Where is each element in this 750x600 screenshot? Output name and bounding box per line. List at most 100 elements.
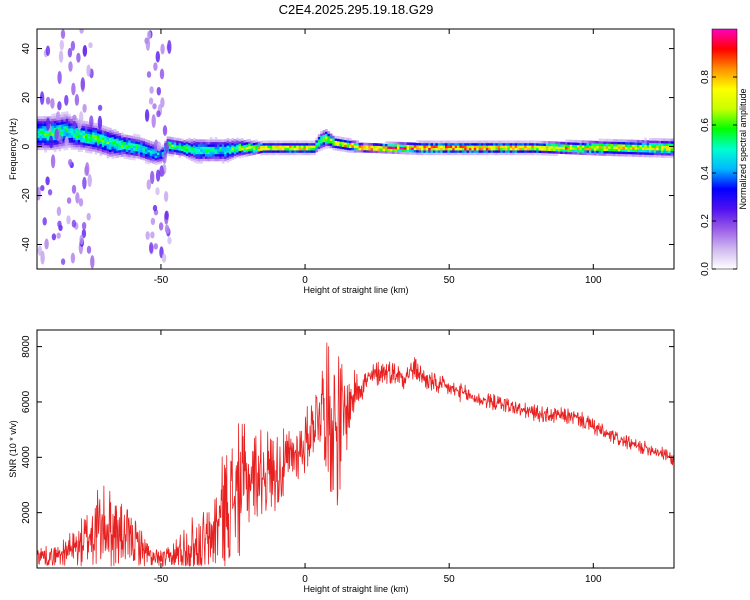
spectrogram-cell [481, 152, 484, 156]
spectrogram-cell [37, 125, 40, 129]
spectrogram-cell [173, 137, 177, 141]
spectrogram-cell [85, 147, 88, 151]
spectrogram-cell [394, 148, 398, 152]
spectrogram-cell [411, 149, 415, 153]
spectrogram-cell [281, 147, 285, 151]
spectrogram-cell [291, 150, 295, 153]
spectrogram-cell [478, 152, 482, 156]
spectrogram-cell [70, 128, 74, 131]
spectrogram-cell [337, 148, 340, 151]
spectrogram-cell [416, 140, 419, 143]
spectrogram-cell [243, 152, 247, 155]
spectrogram-cell [58, 148, 62, 152]
spectrogram-cell [519, 140, 523, 144]
spectrogram-cell [209, 144, 213, 147]
spectrogram-cell [85, 121, 88, 124]
spectrogram-cell [97, 145, 100, 148]
spectrogram-cell [409, 147, 412, 150]
spectrogram-cell [428, 140, 431, 144]
spectrogram-cell [116, 135, 119, 139]
spectrogram-cell [507, 152, 511, 156]
spectrogram-cell [514, 142, 518, 146]
spectrogram-cell [46, 130, 50, 134]
spectrogram-cell [557, 141, 561, 145]
spectrogram-cell [550, 153, 554, 156]
spectrogram-cell [495, 142, 499, 146]
spectrogram-cell [56, 206, 62, 217]
spectrogram-cell [101, 142, 105, 145]
spectrogram-cell [358, 142, 362, 146]
spectrogram-cell [231, 154, 235, 158]
spectrogram-cell [341, 146, 345, 150]
spectrogram-cell [284, 147, 287, 151]
spectrogram-cell [651, 154, 655, 158]
spectrogram-cell [75, 135, 79, 138]
spectrogram-cell [473, 145, 477, 148]
spectrogram-plot-frame [36, 28, 675, 270]
spectrogram-cell [243, 149, 247, 153]
spectrogram-cell [214, 156, 218, 159]
spectrogram-cell [272, 145, 275, 148]
spectrogram-cell [485, 140, 489, 144]
spectrogram-cell [224, 151, 227, 155]
spectrogram-cell [358, 147, 362, 151]
spectrogram-y-tick-label: -40 [21, 237, 32, 252]
spectrogram-cell [569, 142, 573, 145]
spectrogram-cell [418, 145, 422, 148]
spectrogram-cell [77, 130, 81, 133]
spectrogram-cell [512, 140, 515, 144]
spectrogram-cell [149, 148, 153, 151]
spectrogram-cell [584, 142, 587, 146]
spectrogram-cell [469, 150, 472, 153]
spectrogram-cell [440, 147, 443, 151]
spectrogram-cell [531, 147, 535, 151]
spectrogram-cell [493, 147, 496, 151]
spectrogram-cell [265, 140, 268, 144]
spectrogram-cell [54, 128, 59, 141]
spectrogram-cell [519, 142, 523, 146]
spectrogram-cell [392, 146, 395, 150]
spectrogram-cell [409, 142, 412, 146]
spectrogram-cell [488, 140, 491, 144]
spectrogram-cell [85, 142, 88, 146]
spectrogram-cell [116, 133, 119, 137]
spectrogram-cell [627, 149, 631, 152]
spectrogram-cell [449, 140, 453, 144]
spectrogram-cell [658, 147, 662, 151]
spectrogram-cell [469, 140, 472, 144]
spectrogram-cell [80, 139, 83, 143]
spectrogram-cell [435, 145, 439, 148]
spectrogram-cell [334, 140, 338, 144]
spectrogram-cell [147, 144, 151, 148]
spectrogram-cell [113, 136, 117, 140]
spectrogram-cell [238, 148, 242, 152]
spectrogram-cell [593, 145, 597, 149]
spectrogram-cell [440, 145, 443, 148]
spectrogram-cell [586, 152, 590, 156]
spectrogram-cell [219, 144, 223, 147]
spectrogram-cell [632, 139, 635, 143]
spectrogram-cell [411, 144, 415, 148]
spectrogram-cell [644, 154, 647, 158]
snr-y-tick-label: 4000 [21, 446, 32, 469]
spectrogram-cell [361, 147, 364, 151]
spectrogram-cell [404, 144, 407, 148]
spectrogram-cell [543, 148, 547, 151]
spectrogram-cell [104, 138, 107, 141]
spectrogram-cell [639, 142, 643, 146]
spectrogram-cell [353, 147, 357, 151]
spectrogram-cell [394, 151, 398, 154]
spectrogram-cell [113, 146, 117, 149]
spectrogram-cell [466, 140, 470, 144]
spectrogram-cell [109, 151, 112, 155]
spectrogram-cell [85, 140, 88, 144]
spectrogram-cell [505, 140, 508, 144]
spectrogram-cell [478, 145, 482, 148]
spectrogram-cell [298, 147, 302, 151]
spectrogram-cell [49, 118, 52, 122]
spectrogram-cell [135, 134, 139, 137]
spectrogram-cell [310, 147, 314, 151]
spectrogram-cell [596, 148, 599, 151]
spectrogram-cell [651, 142, 655, 146]
spectrogram-cell [505, 147, 508, 151]
